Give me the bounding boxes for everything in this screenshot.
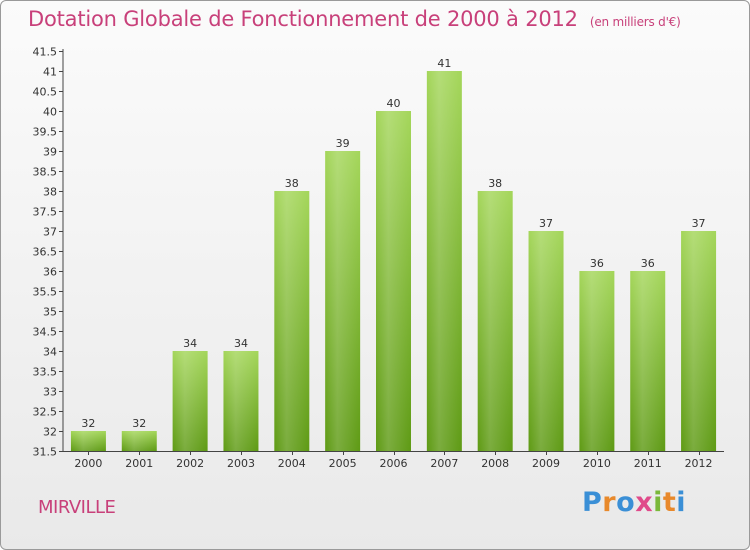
x-tick-label: 2007 (430, 457, 458, 470)
bar-highlight (630, 271, 666, 451)
x-tick-label: 2000 (74, 457, 102, 470)
y-tick-label: 36 (43, 266, 57, 279)
bar-highlight (376, 111, 411, 451)
bar-highlight (70, 431, 106, 451)
bar-highlight (325, 151, 361, 451)
y-tick-label: 33 (43, 386, 57, 399)
bar-highlight (172, 351, 208, 451)
chart-subtitle: (en milliers d'€) (589, 15, 681, 29)
chart-title: Dotation Globale de Fonctionnement de 20… (28, 7, 681, 31)
logo-letter: i (653, 487, 663, 518)
x-tick-label: 2006 (380, 457, 408, 470)
y-tick-label: 41.5 (33, 46, 58, 59)
y-tick-label: 35.5 (33, 286, 58, 299)
y-tick-label: 41 (43, 66, 57, 79)
bar-value-label: 40 (387, 97, 401, 110)
y-tick-label: 39 (43, 146, 57, 159)
bar-value-label: 34 (183, 337, 197, 350)
x-tick-label: 2004 (278, 457, 306, 470)
bar-highlight (681, 231, 717, 451)
bar-value-label: 32 (81, 417, 95, 430)
x-tick-label: 2003 (227, 457, 255, 470)
bar-highlight (477, 191, 513, 451)
x-tick-label: 2012 (685, 457, 713, 470)
logo-letter: i (676, 487, 687, 518)
proxiti-logo: Proxiti (582, 487, 686, 518)
y-tick-label: 40.5 (33, 86, 58, 99)
y-tick-label: 37.5 (33, 206, 58, 219)
x-tick-label: 2005 (329, 457, 357, 470)
bar-highlight (426, 71, 462, 451)
bar-value-label: 37 (539, 217, 553, 230)
bar-highlight (223, 351, 259, 451)
chart-title-text: Dotation Globale de Fonctionnement de 20… (28, 7, 578, 31)
logo-letter: o (616, 487, 636, 518)
bar-value-label: 36 (590, 257, 604, 270)
bar-highlight (528, 231, 564, 451)
y-tick-label: 39.5 (33, 126, 58, 139)
bar-value-label: 34 (234, 337, 248, 350)
bar-value-label: 41 (437, 57, 451, 70)
bars: 32 32 34 34 38 39 40 41 38 37 36 36 37 (70, 57, 717, 451)
y-tick-label: 38.5 (33, 166, 58, 179)
commune-name: MIRVILLE (38, 497, 116, 518)
y-tick-label: 34.5 (33, 326, 58, 339)
y-tick-label: 32 (43, 426, 57, 439)
bar-value-label: 32 (132, 417, 146, 430)
bar-value-label: 38 (488, 177, 502, 190)
bar-highlight (579, 271, 615, 451)
y-tick-label: 31.5 (33, 446, 58, 459)
y-axis: 31.5 32 32.5 33 33.5 34 34.5 35 35.5 36 36.5 37 37.5… (33, 46, 64, 459)
y-tick-label: 34 (43, 346, 57, 359)
logo-letter: r (602, 487, 617, 518)
y-tick-label: 37 (43, 226, 57, 239)
y-tick-label: 33.5 (33, 366, 58, 379)
x-axis: 2000 2001 2002 2003 2004 2005 2006 2007 2008 2009… (63, 451, 724, 470)
x-tick-label: 2001 (125, 457, 153, 470)
logo-letter: P (582, 487, 603, 518)
x-tick-label: 2008 (481, 457, 509, 470)
bar-highlight (121, 431, 157, 451)
y-tick-label: 38 (43, 186, 57, 199)
bar-value-label: 36 (641, 257, 655, 270)
logo-letter: t (662, 487, 677, 518)
y-tick-label: 35 (43, 306, 57, 319)
x-tick-label: 2009 (532, 457, 560, 470)
x-tick-label: 2010 (583, 457, 611, 470)
x-tick-label: 2002 (176, 457, 204, 470)
x-tick-label: 2011 (634, 457, 662, 470)
bar-value-label: 37 (692, 217, 706, 230)
y-tick-label: 36.5 (33, 246, 58, 259)
bar-highlight (274, 191, 310, 451)
y-tick-label: 32.5 (33, 406, 58, 419)
bar-value-label: 38 (285, 177, 299, 190)
logo-letter: x (635, 487, 654, 518)
bar-value-label: 39 (336, 137, 350, 150)
y-tick-label: 40 (43, 106, 57, 119)
